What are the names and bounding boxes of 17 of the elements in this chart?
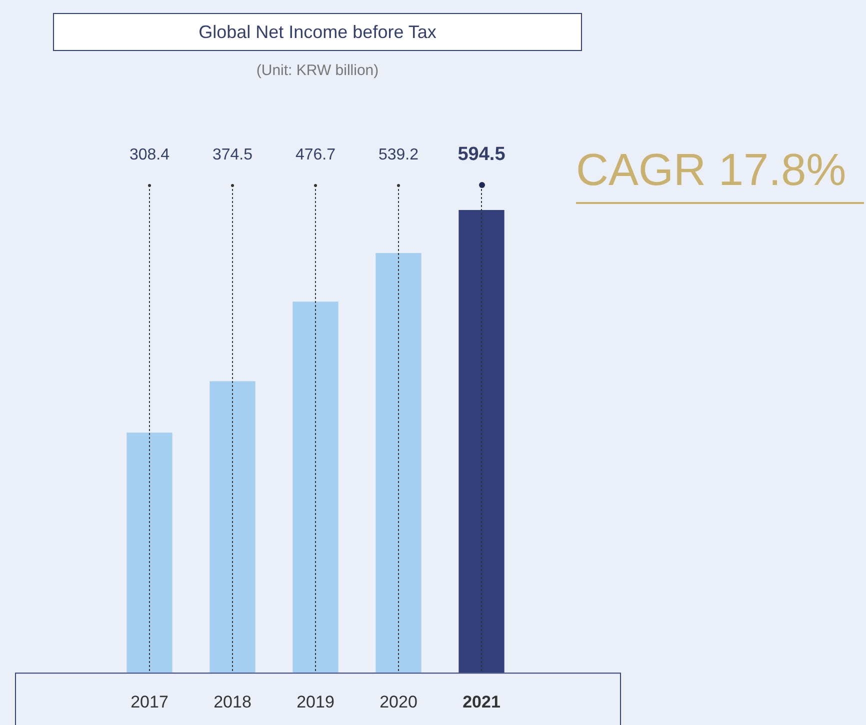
bar — [126, 432, 172, 673]
chart-subtitle: (Unit: KRW billion) — [255, 62, 380, 79]
data-label: 476.7 — [295, 146, 336, 164]
text: CAGR 17.8% — [576, 144, 864, 204]
x-tick-label: 2020 — [380, 692, 418, 712]
data-label: 539.2 — [378, 146, 419, 164]
x-tick-label: 2021 — [462, 692, 500, 712]
bar — [292, 302, 338, 673]
data-label: 374.5 — [212, 146, 253, 164]
data-label: 594.5 — [458, 144, 506, 166]
x-tick-label: 2017 — [130, 692, 168, 712]
x-tick-label: 2019 — [296, 692, 334, 712]
bar — [210, 381, 256, 673]
data-label: 308.4 — [129, 146, 170, 164]
bar — [376, 253, 422, 673]
chart-title: Global Net Income before Tax — [53, 13, 582, 51]
x-tick-label: 2018 — [214, 692, 252, 712]
